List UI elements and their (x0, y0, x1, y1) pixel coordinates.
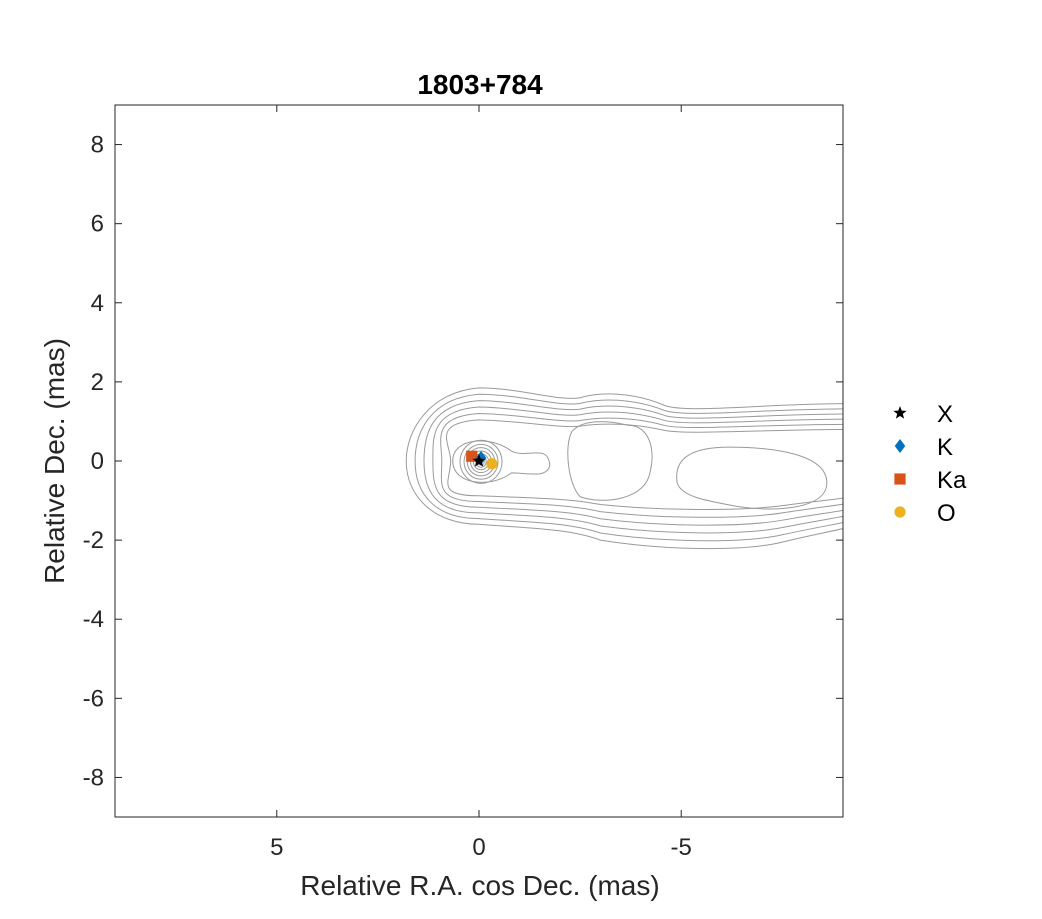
contour-line (452, 440, 551, 483)
y-tick-label: -4 (83, 606, 104, 633)
data-points (466, 450, 498, 470)
y-tick-label: 4 (91, 290, 104, 317)
x-axis-label: Relative R.A. cos Dec. (mas) (300, 870, 659, 901)
contour-lines (405, 387, 843, 550)
y-tick-label: -2 (83, 527, 104, 554)
legend-label: X (937, 401, 953, 428)
contour-line (459, 439, 503, 484)
contour-line (440, 412, 843, 518)
legend-label: Ka (937, 467, 967, 494)
contour-line (567, 421, 653, 501)
y-tick-label: 8 (91, 132, 104, 159)
chart-title: 1803+784 (417, 69, 543, 100)
y-tick-label: 6 (91, 211, 104, 238)
contour-line (463, 443, 499, 480)
plot-frame (114, 104, 844, 818)
data-point-x (472, 454, 486, 467)
legend-marker-k (894, 439, 906, 453)
contour-line (446, 419, 843, 510)
y-tick-label: -6 (83, 685, 104, 712)
legend-label: O (937, 500, 956, 527)
contour-line (405, 387, 843, 550)
x-tick-label: 5 (270, 834, 283, 861)
x-tick-label: 0 (472, 834, 485, 861)
legend: XK Ka O (893, 401, 967, 527)
y-tick-label: -8 (83, 764, 104, 791)
y-tick-label: 0 (91, 448, 104, 475)
y-tick-label: 2 (91, 369, 104, 396)
y-axis-label: Relative Dec. (mas) (39, 338, 70, 584)
legend-marker-o (894, 506, 906, 518)
data-point-o (486, 458, 498, 470)
contour-line (676, 446, 828, 510)
axis-ticks: 5 0 -5 8 6 4 2 0 -2 -4 -6 -8 (83, 105, 843, 861)
data-point-ka (466, 450, 478, 462)
x-tick-label: -5 (671, 834, 692, 861)
legend-marker-ka (894, 473, 906, 485)
legend-marker-x (893, 406, 907, 419)
contour-line (414, 393, 843, 542)
contour-line (432, 406, 843, 526)
contour-line (423, 400, 843, 534)
legend-label: K (937, 434, 953, 461)
